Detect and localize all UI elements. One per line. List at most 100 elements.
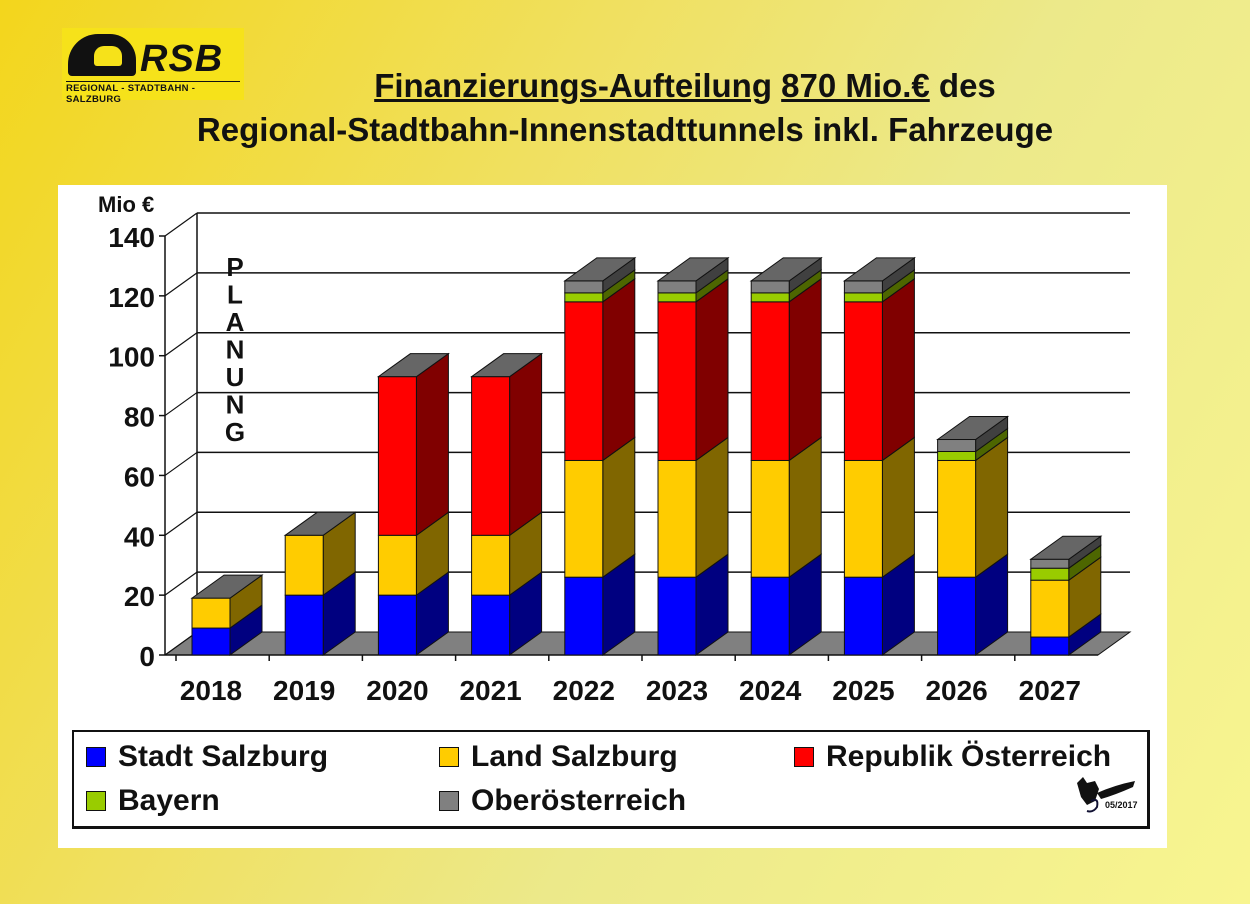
y-tick-label: 20 bbox=[124, 581, 155, 612]
legend-swatch bbox=[86, 791, 106, 811]
bar-segment-land-salzburg bbox=[377, 534, 417, 596]
bar-side-republik-sterreich bbox=[602, 277, 636, 462]
bar-segment-bayern bbox=[843, 292, 883, 303]
bar-segment-bayern bbox=[1030, 567, 1070, 581]
legend-swatch bbox=[439, 747, 459, 767]
legend-label: Republik Österreich bbox=[826, 740, 1112, 773]
bar-side-land-salzburg bbox=[695, 436, 729, 579]
bar-segment-land-salzburg bbox=[284, 534, 324, 596]
bar-segment-republik-sterreich bbox=[564, 301, 604, 461]
bar-segment-stadt-salzburg bbox=[1030, 636, 1070, 656]
bar-segment-land-salzburg bbox=[191, 597, 231, 629]
title-part1: Finanzierungs-Aufteilung bbox=[374, 67, 772, 104]
bar-side-land-salzburg bbox=[881, 436, 915, 579]
bar-segment-stadt-salzburg bbox=[471, 594, 511, 656]
bar-segment-republik-sterreich bbox=[750, 301, 790, 461]
legend-label: Land Salzburg bbox=[471, 740, 678, 773]
bar-segment-stadt-salzburg bbox=[657, 576, 697, 656]
legend: Stadt Salzburg Land Salzburg Republik Öste… bbox=[72, 730, 1150, 829]
planung-letter: U bbox=[226, 362, 245, 392]
fox-signature-icon bbox=[1077, 777, 1135, 813]
legend-swatch bbox=[439, 791, 459, 811]
page-title: Finanzierungs-Aufteilung 870 Mio.€ des R… bbox=[0, 64, 1250, 152]
y-tick-label: 140 bbox=[108, 222, 155, 253]
x-tick-label: 2019 bbox=[273, 675, 335, 706]
gridline-diagonal bbox=[164, 511, 198, 536]
signature-date: 05/2017 bbox=[1105, 800, 1138, 810]
legend-item: Republik Österreich bbox=[794, 740, 1111, 774]
rsb-logo: RSB REGIONAL - STADTBAHN - SALZBURG bbox=[62, 28, 244, 105]
bar-segment-land-salzburg bbox=[564, 459, 604, 578]
bar-top bbox=[190, 574, 264, 599]
x-tick-label: 2027 bbox=[1019, 675, 1081, 706]
bar-segment-land-salzburg bbox=[843, 459, 883, 578]
bar-segment-republik-sterreich bbox=[471, 376, 511, 536]
bar-side-land-salzburg bbox=[602, 436, 636, 579]
x-tick-label: 2026 bbox=[925, 675, 987, 706]
planung-letter: A bbox=[226, 307, 245, 337]
bar-segment-ober-sterreich bbox=[937, 439, 977, 452]
bar-segment-stadt-salzburg bbox=[843, 576, 883, 656]
y-tick-label: 80 bbox=[124, 402, 155, 433]
gridline-diagonal bbox=[164, 392, 198, 417]
bar-segment-stadt-salzburg bbox=[564, 576, 604, 656]
bar-segment-ober-sterreich bbox=[750, 280, 790, 294]
x-tick-label: 2024 bbox=[739, 675, 802, 706]
bar-segment-republik-sterreich bbox=[843, 301, 883, 461]
legend-item: Stadt Salzburg bbox=[86, 740, 328, 774]
x-tick-label: 2025 bbox=[832, 675, 894, 706]
bar-segment-land-salzburg bbox=[1030, 579, 1070, 638]
train-icon bbox=[68, 34, 136, 76]
bar-segment-stadt-salzburg bbox=[377, 594, 417, 656]
logo-text: RSB bbox=[140, 38, 224, 80]
bar-side-land-salzburg bbox=[788, 436, 822, 579]
bar-segment-bayern bbox=[657, 292, 697, 303]
bar-segment-bayern bbox=[564, 292, 604, 303]
bar-segment-bayern bbox=[750, 292, 790, 303]
bar-top bbox=[749, 257, 823, 282]
bar-side-republik-sterreich bbox=[881, 277, 915, 462]
bar-top bbox=[656, 257, 730, 282]
bar-segment-ober-sterreich bbox=[657, 280, 697, 294]
y-axis-label: Mio € bbox=[98, 192, 154, 217]
gridline-diagonal bbox=[164, 332, 198, 357]
bar-segment-land-salzburg bbox=[937, 459, 977, 578]
bar-segment-ober-sterreich bbox=[1030, 558, 1070, 569]
title-line2: Regional-Stadtbahn-Innenstadttunnels ink… bbox=[196, 111, 1054, 148]
bar-segment-stadt-salzburg bbox=[284, 594, 324, 656]
bar-side-republik-sterreich bbox=[415, 352, 449, 537]
x-tick-label: 2021 bbox=[459, 675, 521, 706]
bar-segment-land-salzburg bbox=[657, 459, 697, 578]
bar-top bbox=[936, 416, 1010, 441]
bar-segment-stadt-salzburg bbox=[191, 627, 231, 656]
bar-side-land-salzburg bbox=[975, 436, 1009, 579]
title-part3: des bbox=[938, 67, 996, 104]
x-tick-label: 2018 bbox=[180, 675, 242, 706]
legend-swatch bbox=[86, 747, 106, 767]
bar-segment-stadt-salzburg bbox=[937, 576, 977, 656]
bar-segment-ober-sterreich bbox=[843, 280, 883, 294]
bar-top bbox=[1029, 535, 1103, 560]
planung-letter: P bbox=[226, 252, 243, 282]
title-amount: 870 Mio.€ bbox=[781, 67, 930, 104]
legend-swatch bbox=[794, 747, 814, 767]
bar-segment-land-salzburg bbox=[750, 459, 790, 578]
bar-top bbox=[470, 353, 544, 378]
bar-side-republik-sterreich bbox=[509, 352, 543, 537]
bar-top bbox=[376, 353, 450, 378]
legend-label: Bayern bbox=[118, 784, 220, 817]
gridline-diagonal bbox=[164, 571, 198, 596]
bar-top bbox=[283, 511, 357, 536]
legend-item: Bayern bbox=[86, 784, 220, 818]
planung-letter: G bbox=[225, 417, 245, 447]
bar-segment-ober-sterreich bbox=[564, 280, 604, 294]
x-tick-label: 2020 bbox=[366, 675, 428, 706]
gridline-diagonal bbox=[164, 272, 198, 297]
bar-segment-bayern bbox=[937, 450, 977, 461]
legend-item: Oberösterreich bbox=[439, 784, 686, 818]
bar-top bbox=[842, 257, 916, 282]
y-tick-label: 0 bbox=[139, 641, 155, 672]
planung-letter: N bbox=[226, 390, 245, 420]
legend-item: Land Salzburg bbox=[439, 740, 678, 774]
legend-label: Oberösterreich bbox=[471, 784, 687, 817]
